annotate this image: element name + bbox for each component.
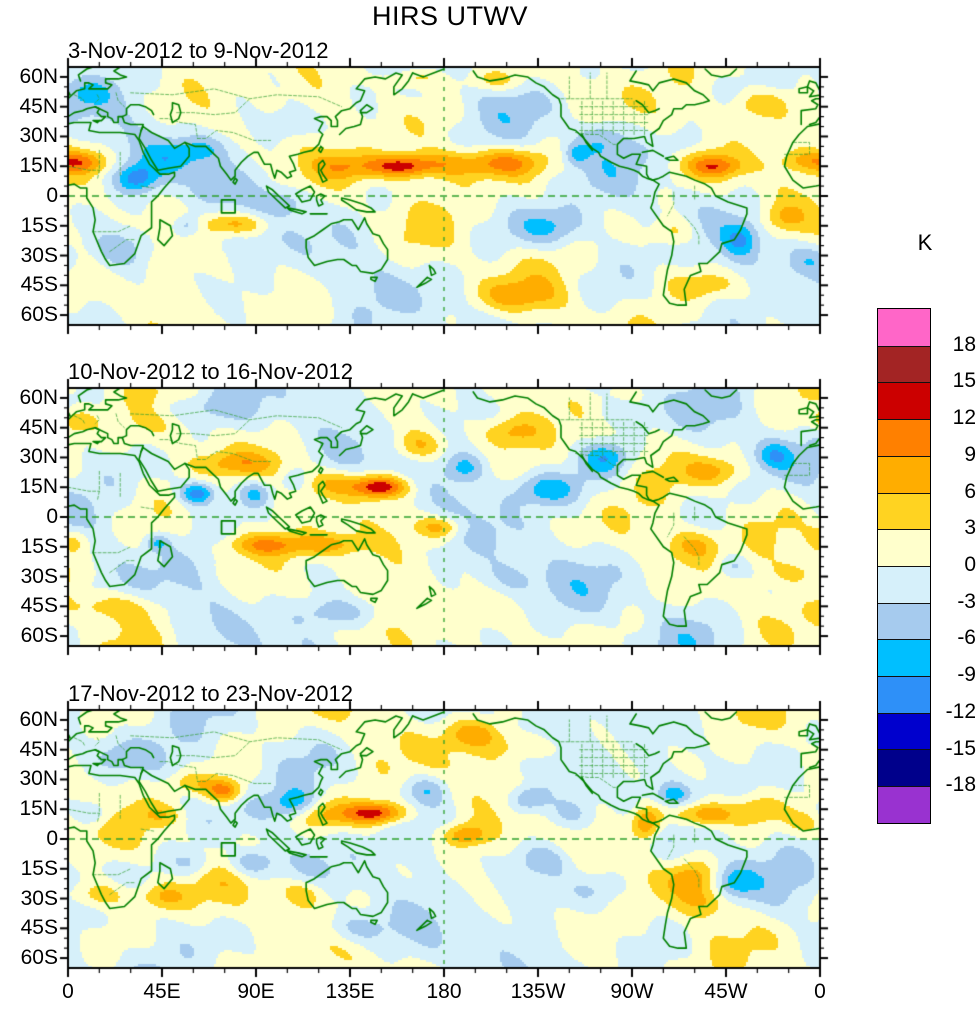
lat-tick-label: 0 [46,184,58,207]
colorbar-cell [878,309,930,346]
colorbar-tick-label: 0 [964,552,976,576]
lon-tick-label: 0 [62,980,74,1003]
lon-tick-label: 90E [237,980,275,1003]
colorbar-cell [878,712,930,750]
lat-tick-label: 30N [19,124,58,148]
colorbar-tick-label: -15 [945,736,976,760]
colorbar-cell [878,492,930,530]
colorbar-tick-label: 12 [952,406,976,430]
figure-title: HIRS UTWV [372,1,528,31]
lon-tick-label: 45W [704,980,748,1003]
lat-tick-label: 15N [19,475,58,499]
colorbar-tick-label: 15 [952,369,976,393]
colorbar-cell [878,345,930,383]
lat-tick-label: 30S [20,243,58,267]
lat-tick-label: 15S [20,856,58,880]
colorbar [877,308,931,824]
lon-tick-label: 0 [814,980,826,1003]
colorbar-tick-label: 6 [964,479,976,503]
colorbar-tick-label: -12 [945,699,976,723]
lat-tick-label: 15S [20,534,58,558]
colorbar-tick-label: 9 [964,442,976,466]
colorbar-cell [878,529,930,566]
lon-tick-label: 180 [426,980,462,1003]
lat-tick-label: 60S [20,303,58,327]
lat-tick-label: 0 [46,505,58,528]
lat-tick-label: 15S [20,213,58,237]
colorbar-cell [878,749,930,787]
lon-tick-label: 135W [510,980,566,1003]
lat-tick-label: 45S [20,916,58,940]
colorbar-cell [878,419,930,456]
colorbar-cell [878,565,930,603]
lat-tick-label: 60S [20,624,58,648]
colorbar-title: K [917,230,933,255]
colorbar-tick-label: -9 [957,663,976,687]
lat-tick-label: 45N [19,415,58,439]
colorbar-cell [878,602,930,640]
lat-tick-label: 45N [19,737,58,761]
colorbar-cell [878,382,930,420]
lon-tick-label: 135E [325,980,375,1003]
lat-tick-label: 30N [19,767,58,791]
colorbar-tick-label: 3 [964,516,976,540]
lon-tick-label: 45E [143,980,181,1003]
colorbar-tick-label: 18 [952,332,976,356]
panel-3-map-canvas [56,698,832,980]
lat-tick-label: 60S [20,946,58,970]
lon-tick-label: 90W [610,980,654,1003]
lat-tick-label: 60N [19,64,58,88]
lat-tick-label: 30S [20,564,58,588]
lat-tick-label: 45S [20,594,58,618]
lat-tick-label: 0 [46,827,58,850]
colorbar-cell [878,676,930,713]
lat-tick-label: 15N [19,797,58,821]
lat-tick-label: 30N [19,445,58,469]
colorbar-tick-label: -6 [957,626,976,650]
colorbar-tick-label: -3 [957,589,976,613]
colorbar-cell [878,786,930,823]
lat-tick-label: 15N [19,154,58,178]
lat-tick-label: 60N [19,707,58,731]
colorbar-cell [878,639,930,677]
lat-tick-label: 30S [20,886,58,910]
lat-tick-label: 60N [19,385,58,409]
colorbar-tick-label: -18 [945,773,976,797]
lat-tick-label: 45S [20,273,58,297]
lat-tick-label: 45N [19,94,58,118]
panel-1-map-canvas [56,55,832,337]
colorbar-cell [878,455,930,493]
panel-2-map-canvas [56,376,832,658]
